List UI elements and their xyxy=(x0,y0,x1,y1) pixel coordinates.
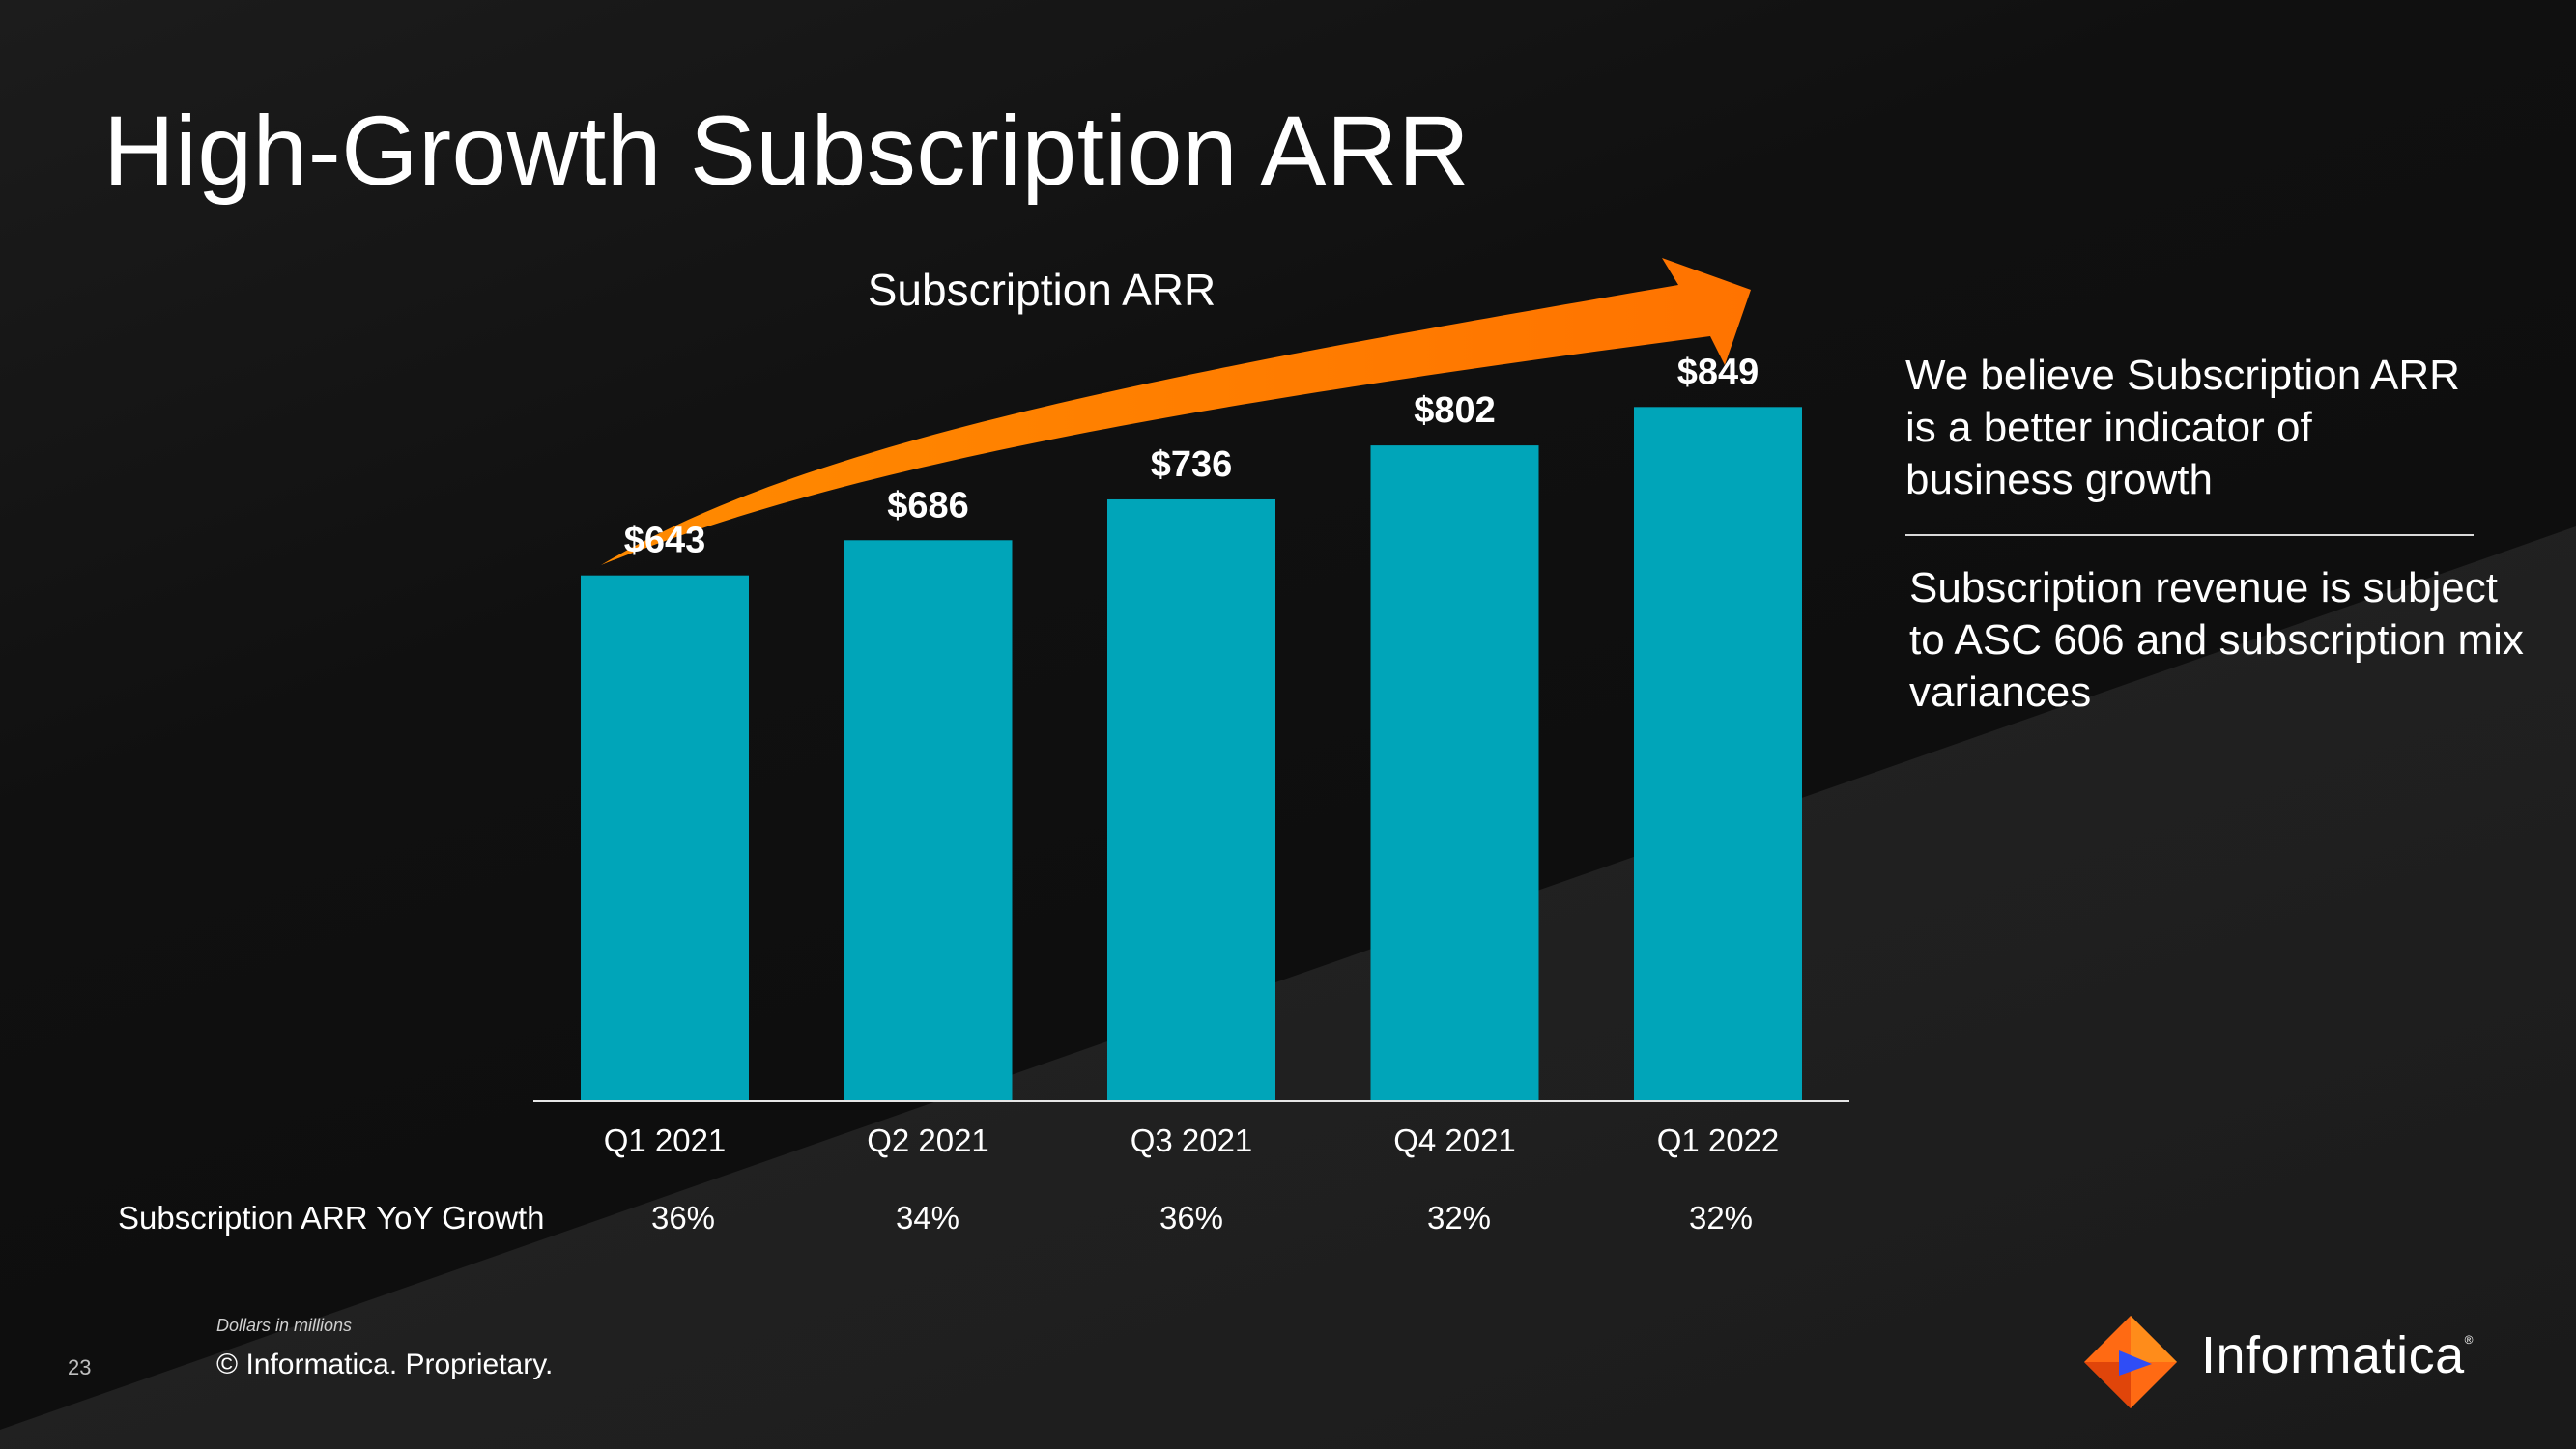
x-tick-label: Q2 2021 xyxy=(867,1122,989,1158)
side-note-revenue: Subscription revenue is subject to ASC 6… xyxy=(1909,564,2524,716)
bar-value-label: $802 xyxy=(1414,390,1496,431)
bar-value-label: $686 xyxy=(887,485,969,526)
footnote: Dollars in millions xyxy=(216,1316,353,1335)
growth-value: 32% xyxy=(1426,1200,1492,1236)
x-tick-label: Q3 2021 xyxy=(1131,1122,1253,1158)
page-number: 23 xyxy=(68,1355,92,1379)
growth-value: 34% xyxy=(895,1200,960,1236)
bar-value-label: $643 xyxy=(624,521,706,561)
growth-arrow xyxy=(601,258,1751,565)
chart-title: Subscription ARR xyxy=(868,265,1216,315)
informatica-logo-icon xyxy=(2084,1316,2177,1408)
page-title: High-Growth Subscription ARR xyxy=(103,96,1471,206)
growth-row-label: Subscription ARR YoY Growth xyxy=(118,1200,545,1236)
copyright: © Informatica. Proprietary. xyxy=(216,1349,554,1380)
x-tick-label: Q1 2022 xyxy=(1657,1122,1780,1158)
x-tick-labels: Q1 2021 Q2 2021 Q3 2021 Q4 2021 Q1 2022 xyxy=(604,1122,1780,1158)
brand-name: Informatica® xyxy=(2201,1326,2474,1384)
bar-value-label: $849 xyxy=(1677,352,1760,392)
x-tick-label: Q4 2021 xyxy=(1393,1122,1516,1158)
bar xyxy=(1634,407,1802,1101)
growth-value: 36% xyxy=(1159,1200,1224,1236)
bar xyxy=(1107,498,1275,1101)
growth-value: 32% xyxy=(1688,1200,1754,1236)
side-divider xyxy=(1905,534,2474,536)
x-tick-label: Q1 2021 xyxy=(604,1122,727,1158)
bar xyxy=(1370,445,1539,1102)
growth-value: 36% xyxy=(650,1200,716,1236)
bar-value-label: $736 xyxy=(1151,444,1233,485)
bars-layer: $643 $686 $736 $802 $849 xyxy=(581,352,1802,1102)
bar xyxy=(581,575,749,1101)
bar xyxy=(844,540,1013,1101)
side-note-arr: We believe Subscription ARR is a better … xyxy=(1905,352,2460,503)
